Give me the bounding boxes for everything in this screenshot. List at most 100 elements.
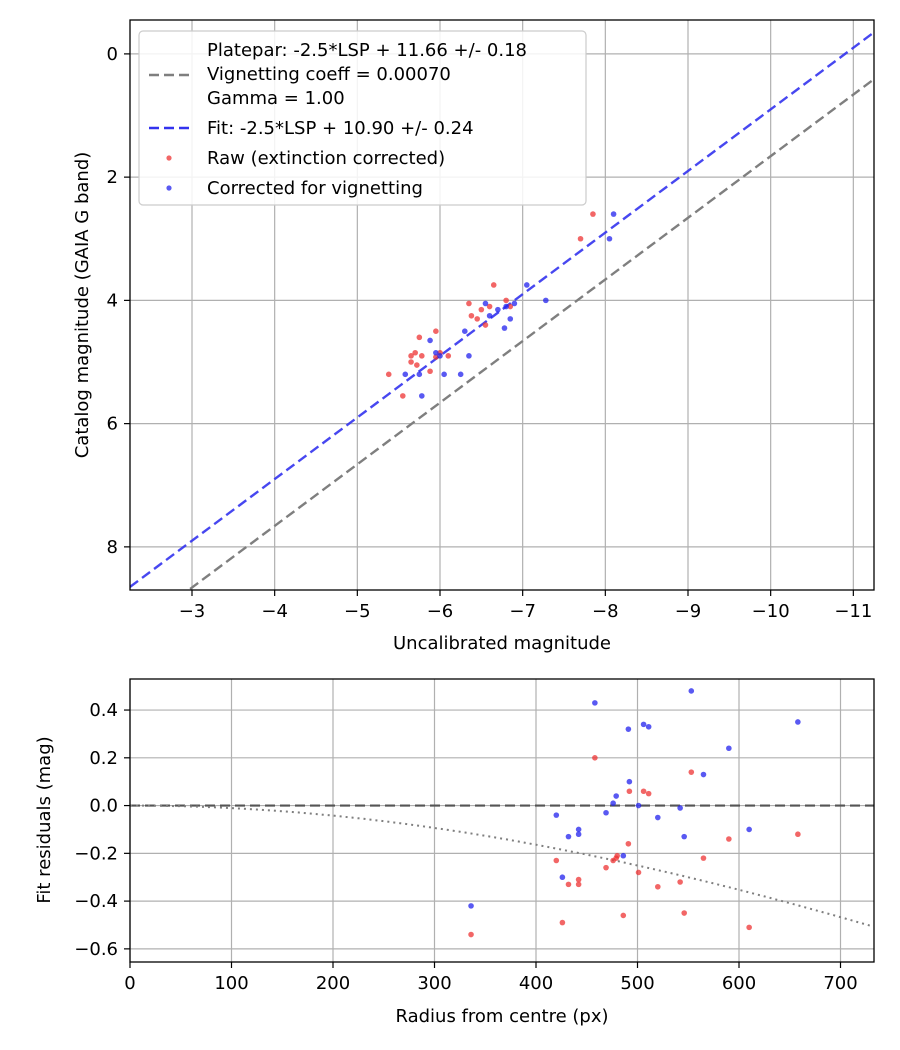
corrected-point (501, 325, 508, 331)
raw-point (575, 876, 582, 883)
x-tick-label: 700 (823, 973, 857, 994)
corrected-point (524, 282, 530, 288)
legend-vignetting-label: Vignetting coeff = 0.00070 (207, 64, 451, 85)
corrected-point (613, 793, 619, 799)
corrected-point (553, 812, 560, 818)
corrected-point (575, 831, 582, 838)
x-tick-label: 0 (124, 973, 135, 994)
corrected-point (625, 726, 632, 732)
corrected-point (645, 723, 652, 730)
top-y-axis-label: Catalog magnitude (GAIA G band) (72, 152, 93, 459)
y-tick-label: 8 (107, 537, 118, 558)
legend-gamma-label: Gamma = 1.00 (207, 88, 345, 109)
bottom-reference-lines (130, 804, 874, 927)
top-ticks: −3 −4 −5 −6 −7 −8 −9 −10 −11 0 2 4 6 8 (107, 44, 873, 622)
raw-point (385, 371, 392, 378)
raw-point (645, 790, 652, 797)
corrected-point (437, 353, 443, 359)
residuals-plot: 0 100 200 300 400 500 600 700 −0.6 −0.4 −0.2 0.0 0.2… (34, 678, 875, 1027)
top-fit-lines (130, 31, 874, 590)
raw-point (553, 857, 560, 864)
corrected-point (681, 833, 687, 840)
corrected-point (700, 771, 707, 778)
y-tick-label: −0.6 (74, 939, 118, 960)
corrected-point (511, 300, 518, 307)
corrected-point (575, 826, 582, 833)
bottom-axes-frame (129, 678, 875, 963)
raw-point (433, 328, 439, 334)
raw-point (795, 831, 801, 838)
vignetting-model-curve (130, 804, 872, 927)
raw-point (408, 359, 414, 365)
raw-point (419, 353, 425, 359)
raw-point (412, 349, 419, 356)
raw-point (408, 353, 414, 359)
corrected-point (610, 800, 616, 806)
x-tick-label: −8 (592, 601, 619, 622)
corrected-point (640, 721, 647, 728)
y-tick-label: −0.2 (74, 843, 118, 864)
top-axes-frame (129, 19, 875, 591)
raw-point (592, 755, 598, 761)
raw-point (478, 306, 485, 313)
x-tick-label: 500 (620, 973, 654, 994)
corrected-point (592, 700, 598, 706)
x-tick-label: 400 (519, 973, 553, 994)
legend-raw-marker (166, 155, 172, 161)
x-tick-label: 300 (417, 973, 451, 994)
raw-point (507, 303, 514, 310)
raw-point (468, 931, 474, 938)
x-tick-label: −5 (344, 601, 371, 622)
raw-point (416, 334, 423, 341)
raw-point (635, 869, 642, 876)
corrected-point (495, 306, 501, 313)
raw-point (577, 235, 584, 242)
corrected-point (462, 328, 468, 334)
bottom-grid (129, 679, 874, 962)
x-tick-label: 200 (316, 973, 350, 994)
x-tick-label: −3 (179, 601, 206, 622)
raw-point (490, 282, 497, 288)
corrected-point (468, 903, 474, 909)
raw-point (688, 769, 695, 775)
raw-point (445, 353, 452, 359)
x-tick-label: −7 (509, 601, 536, 622)
raw-point (559, 919, 566, 926)
top-scatter-points (385, 211, 617, 399)
corrected-point (746, 826, 752, 833)
corrected-point (620, 852, 627, 859)
legend-platepar-label: Platepar: -2.5*LSP + 11.66 +/- 0.18 (207, 40, 527, 61)
raw-point (603, 864, 609, 871)
raw-point (746, 924, 752, 931)
corrected-point (688, 688, 695, 694)
raw-point (626, 788, 633, 795)
corrected-point (457, 371, 464, 378)
corrected-point (419, 393, 425, 399)
legend: Platepar: -2.5*LSP + 11.66 +/- 0.18 Vign… (138, 30, 587, 206)
corrected-point (655, 814, 661, 821)
corrected-point (610, 211, 617, 217)
corrected-point (427, 337, 433, 344)
corrected-point (507, 316, 514, 322)
bottom-scatter-points (468, 688, 801, 938)
legend-corrected-label: Corrected for vignetting (207, 178, 423, 199)
corrected-point (486, 312, 493, 319)
fit-line (130, 31, 874, 588)
raw-point (726, 836, 732, 842)
raw-point (486, 303, 493, 310)
corrected-point (795, 719, 801, 725)
raw-point (414, 362, 420, 368)
corrected-point (543, 297, 549, 304)
raw-point (620, 912, 627, 919)
y-tick-label: −0.4 (74, 891, 118, 912)
corrected-point (559, 874, 566, 881)
y-tick-label: 0 (107, 44, 118, 65)
corrected-point (726, 745, 732, 752)
raw-point (466, 300, 472, 307)
x-tick-label: −10 (752, 601, 790, 622)
corrected-point (416, 371, 423, 378)
x-tick-label: 600 (722, 973, 756, 994)
raw-point (468, 312, 475, 319)
corrected-point (606, 235, 613, 242)
raw-point (625, 840, 632, 847)
